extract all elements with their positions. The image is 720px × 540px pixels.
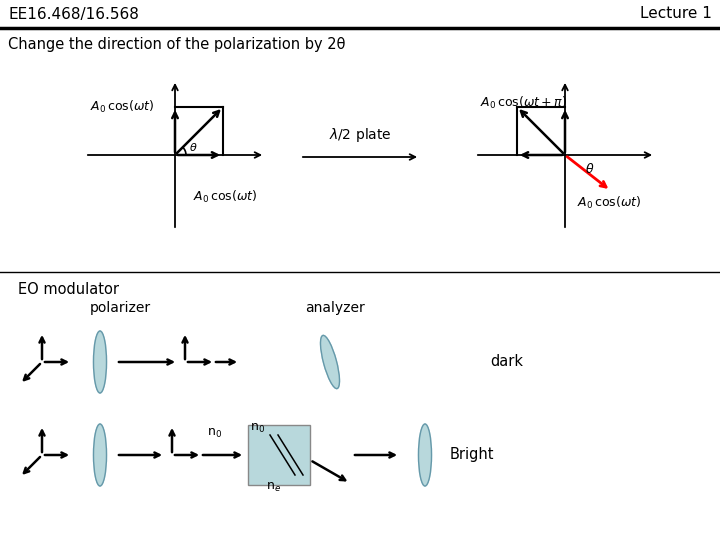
Text: $A_0\,\cos(\omega t)$: $A_0\,\cos(\omega t)$ [193, 189, 257, 205]
Text: EE16.468/16.568: EE16.468/16.568 [8, 6, 139, 22]
Text: EO modulator: EO modulator [18, 282, 119, 298]
Text: polarizer: polarizer [89, 301, 150, 315]
Text: Lecture 1: Lecture 1 [640, 6, 712, 22]
Text: $\theta$: $\theta$ [585, 162, 595, 176]
Text: analyzer: analyzer [305, 301, 365, 315]
Text: n$_e$: n$_e$ [266, 481, 281, 494]
Ellipse shape [320, 335, 340, 389]
Text: dark: dark [490, 354, 523, 369]
Text: n$_0$: n$_0$ [207, 427, 222, 440]
Text: $A_0\,\cos(\omega t + \pi)$: $A_0\,\cos(\omega t + \pi)$ [480, 95, 567, 111]
Text: Bright: Bright [450, 448, 495, 462]
Text: n$_0$: n$_0$ [250, 421, 265, 435]
FancyBboxPatch shape [248, 425, 310, 485]
Ellipse shape [94, 424, 107, 486]
Text: $A_0\,\cos(\omega t)$: $A_0\,\cos(\omega t)$ [577, 195, 642, 211]
Text: Change the direction of the polarization by 2θ: Change the direction of the polarization… [8, 37, 346, 52]
Ellipse shape [94, 331, 107, 393]
Text: $\theta$: $\theta$ [189, 141, 197, 153]
Ellipse shape [418, 424, 431, 486]
Text: $A_0\,\cos(\omega t)$: $A_0\,\cos(\omega t)$ [90, 99, 154, 115]
Text: $\lambda$/2 plate: $\lambda$/2 plate [328, 126, 392, 144]
